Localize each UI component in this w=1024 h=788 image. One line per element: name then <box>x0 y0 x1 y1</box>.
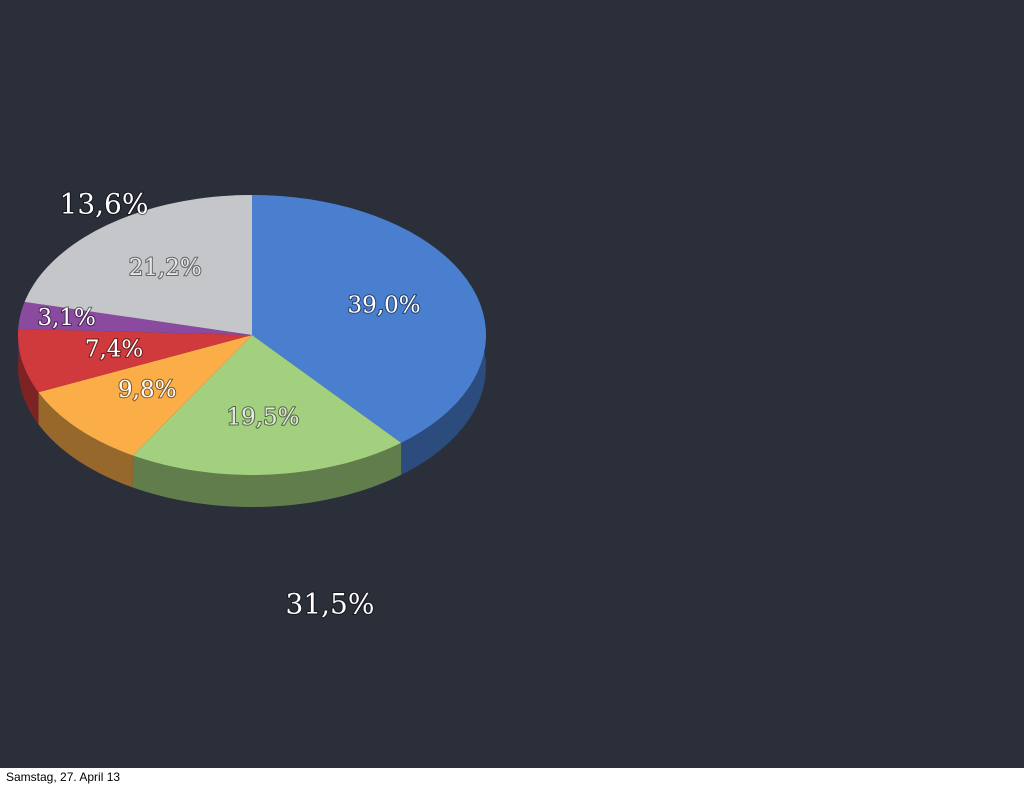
pie-slice-side <box>18 328 39 425</box>
data-label: 39,0% <box>348 293 421 319</box>
footer-bar <box>0 768 1024 788</box>
data-label: 19,5% <box>226 405 299 431</box>
pie-slice <box>132 335 402 475</box>
pie-slice <box>38 335 252 456</box>
pie-slice <box>24 195 253 335</box>
data-label: 3,1% <box>37 305 95 331</box>
pie-slice <box>252 195 486 443</box>
data-label: 7,4% <box>85 337 143 363</box>
annotation: 31,5% <box>286 588 375 621</box>
pie-slice-side <box>38 392 133 488</box>
pie-slice <box>18 328 253 393</box>
annotation: 13,6% <box>60 188 149 221</box>
data-label: 21,2% <box>129 255 202 281</box>
chart: 13,6% 31,5% 39,0% 19,5% 9,8% 7,4% 3,1% 21,2% <box>18 187 486 622</box>
footer-text: Samstag, 27. April 13 <box>6 770 121 784</box>
data-label: 9,8% <box>118 377 176 403</box>
pie-slice-side <box>132 442 402 507</box>
pie-slice <box>18 301 253 335</box>
